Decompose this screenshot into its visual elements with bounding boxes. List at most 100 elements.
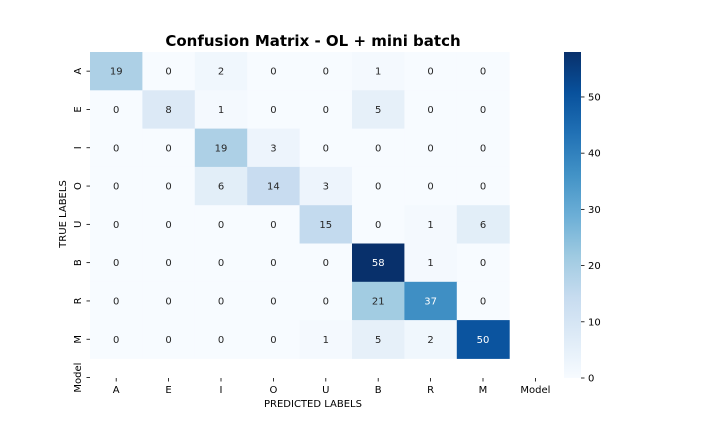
colorbar-tick-label: 0 bbox=[588, 374, 594, 385]
heatmap-cell-E-R bbox=[404, 90, 458, 130]
heatmap-cell-label: 58 bbox=[372, 258, 385, 269]
heatmap-cell-M-M bbox=[456, 320, 510, 359]
heatmap-cell-O-U bbox=[299, 166, 353, 206]
heatmap-cell-label: 0 bbox=[270, 258, 276, 269]
x-tick-label: O bbox=[269, 385, 277, 396]
heatmap-cell-label: 0 bbox=[165, 335, 171, 346]
heatmap-cell-E-I bbox=[194, 90, 248, 130]
heatmap-cell-U-I bbox=[194, 205, 248, 244]
heatmap-cell-label: 0 bbox=[323, 296, 329, 307]
heatmap-cell-label: 0 bbox=[427, 67, 433, 78]
y-tick-label: A bbox=[73, 68, 84, 75]
colorbar-tick-label: 50 bbox=[588, 92, 601, 103]
heatmap-cell-R-A bbox=[90, 281, 143, 321]
heatmap-cell-label: 21 bbox=[372, 296, 385, 307]
x-axis-label: PREDICTED LABELS bbox=[264, 399, 362, 410]
heatmap-cell-label: 0 bbox=[375, 143, 381, 154]
heatmap-cell-label: 0 bbox=[218, 335, 224, 346]
heatmap-cell-R-U bbox=[299, 281, 353, 321]
y-axis-ticks: A E I O U B R M Model bbox=[73, 68, 90, 393]
colorbar-tick-label: 10 bbox=[588, 317, 601, 328]
colorbar-tick-label: 30 bbox=[588, 205, 601, 216]
heatmap-cell-B-B bbox=[352, 243, 405, 283]
heatmap-cell-label: 0 bbox=[165, 143, 171, 154]
heatmap-cell-B-I bbox=[194, 243, 248, 283]
heatmap-cell-E-E bbox=[142, 90, 196, 130]
heatmap-cell-M-B bbox=[352, 320, 405, 359]
heatmap-cell-label: 0 bbox=[165, 182, 171, 193]
heatmap-cell-label: 1 bbox=[427, 258, 433, 269]
heatmap-cell-A-R bbox=[404, 52, 458, 91]
heatmap-cell-label: 0 bbox=[165, 220, 171, 231]
x-tick-label: R bbox=[427, 385, 434, 396]
heatmap-cell-label: 0 bbox=[480, 105, 486, 116]
heatmap-cell-label: 0 bbox=[270, 105, 276, 116]
heatmap-cell-U-E bbox=[142, 205, 196, 244]
heatmap-cell-label: 0 bbox=[165, 258, 171, 269]
heatmap-cell-label: 0 bbox=[480, 296, 486, 307]
heatmap-cell-I-I bbox=[194, 128, 248, 168]
heatmap-cell-U-R bbox=[404, 205, 458, 244]
y-tick-label: E bbox=[73, 106, 84, 112]
heatmap-cell-B-E bbox=[142, 243, 196, 283]
heatmap-cell-I-B bbox=[352, 128, 405, 168]
heatmap-cell-U-B bbox=[352, 205, 405, 244]
heatmap-cell-B-A bbox=[90, 243, 143, 283]
heatmap-cell-label: 0 bbox=[480, 182, 486, 193]
heatmap-cell-O-R bbox=[404, 166, 458, 206]
heatmap-cell-M-O bbox=[247, 320, 301, 359]
heatmap-cell-label: 14 bbox=[267, 182, 280, 193]
heatmap-cell-label: 0 bbox=[113, 182, 119, 193]
y-tick-label: O bbox=[73, 182, 84, 190]
heatmap-cell-O-B bbox=[352, 166, 405, 206]
heatmap-cell-M-A bbox=[90, 320, 143, 359]
y-tick-label: R bbox=[73, 297, 84, 304]
heatmap-cell-label: 0 bbox=[113, 296, 119, 307]
heatmap-cell-A-I bbox=[194, 52, 248, 91]
heatmap-cell-label: 0 bbox=[218, 220, 224, 231]
heatmap-grid: 19 0 2 0 0 1 0 00 8 1 0 0 5 0 00 0 19 3 0 0 0 00 0 6 14 3 0 0 00 0 0 0 1… bbox=[90, 52, 510, 359]
y-tick-label: B bbox=[73, 259, 84, 266]
heatmap-cell-label: 50 bbox=[477, 335, 490, 346]
y-tick-label: U bbox=[73, 221, 84, 228]
heatmap-cell-label: 0 bbox=[427, 105, 433, 116]
heatmap-cell-A-A bbox=[90, 52, 143, 91]
heatmap-cell-label: 8 bbox=[165, 105, 171, 116]
y-tick-label: M bbox=[73, 335, 84, 344]
y-tick-label: Model bbox=[73, 363, 84, 393]
heatmap-cell-E-U bbox=[299, 90, 353, 130]
colorbar-tick-label: 20 bbox=[588, 261, 601, 272]
heatmap-cell-label: 1 bbox=[323, 335, 329, 346]
heatmap-cell-label: 0 bbox=[113, 105, 119, 116]
heatmap-cell-label: 5 bbox=[375, 105, 381, 116]
heatmap-cell-label: 0 bbox=[113, 258, 119, 269]
x-tick-label: Model bbox=[520, 385, 550, 396]
heatmap-cell-label: 0 bbox=[113, 220, 119, 231]
heatmap-cell-M-U bbox=[299, 320, 353, 359]
heatmap-cell-I-M bbox=[456, 128, 510, 168]
heatmap-cell-E-A bbox=[90, 90, 143, 130]
x-tick-label: E bbox=[165, 385, 171, 396]
heatmap-cell-label: 0 bbox=[323, 143, 329, 154]
heatmap-cell-M-E bbox=[142, 320, 196, 359]
heatmap-cell-label: 0 bbox=[113, 143, 119, 154]
heatmap-cell-label: 0 bbox=[323, 67, 329, 78]
heatmap-cell-label: 0 bbox=[323, 258, 329, 269]
heatmap-cell-label: 0 bbox=[323, 105, 329, 116]
colorbar-gradient bbox=[564, 52, 581, 378]
heatmap-cell-label: 0 bbox=[427, 143, 433, 154]
heatmap-cell-label: 19 bbox=[215, 143, 228, 154]
heatmap-cell-U-A bbox=[90, 205, 143, 244]
heatmap-cell-R-E bbox=[142, 281, 196, 321]
heatmap-cell-R-I bbox=[194, 281, 248, 321]
heatmap-cell-label: 0 bbox=[375, 182, 381, 193]
heatmap-cell-label: 2 bbox=[218, 67, 224, 78]
x-tick-label: M bbox=[479, 385, 488, 396]
heatmap-cell-label: 6 bbox=[218, 182, 224, 193]
heatmap-cell-A-M bbox=[456, 52, 510, 91]
heatmap-cell-B-O bbox=[247, 243, 301, 283]
heatmap-cell-E-O bbox=[247, 90, 301, 130]
heatmap-cell-label: 2 bbox=[427, 335, 433, 346]
heatmap-cell-label: 0 bbox=[270, 220, 276, 231]
